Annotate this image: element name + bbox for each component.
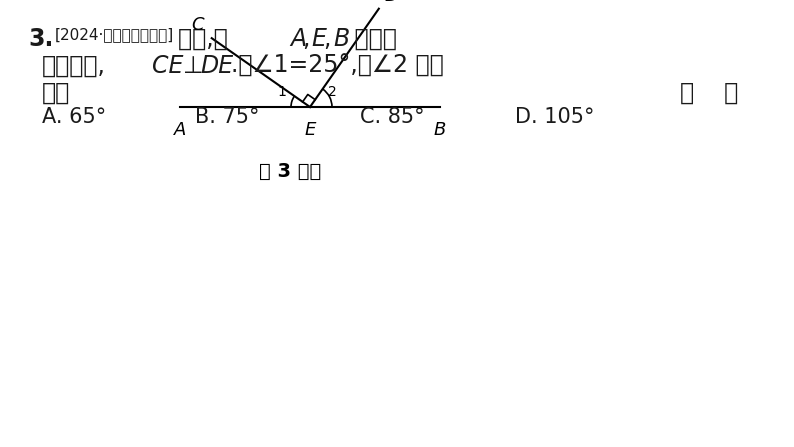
Text: A: A [290,27,306,51]
Text: ,: , [302,27,310,51]
Text: .若∠1=25°,则∠2 的度: .若∠1=25°,则∠2 的度 [231,54,444,78]
Text: B: B [434,121,446,139]
Text: D. 105°: D. 105° [515,107,595,127]
Text: C. 85°: C. 85° [360,107,425,127]
Text: DE: DE [200,54,233,78]
Text: CE: CE [152,54,183,78]
Text: ,: , [323,27,330,51]
Text: D: D [385,0,399,5]
Text: 如图,点: 如图,点 [178,27,235,51]
Text: （    ）: （ ） [680,81,738,105]
Text: ⊥: ⊥ [183,54,203,78]
Text: B. 75°: B. 75° [195,107,260,127]
Text: 数是: 数是 [42,81,70,105]
Text: 在同一: 在同一 [347,27,397,51]
Text: E: E [311,27,326,51]
Text: A. 65°: A. 65° [42,107,106,127]
Text: 条直线上,: 条直线上, [42,54,106,78]
Text: 2: 2 [328,85,337,99]
Text: A: A [174,121,186,139]
Text: B: B [333,27,349,51]
Text: 1: 1 [278,85,287,99]
Text: [2024·绥化明水县期末]: [2024·绥化明水县期末] [55,27,174,42]
Text: E: E [304,121,316,139]
Text: C: C [191,16,204,34]
Text: 3.: 3. [28,27,53,51]
Text: 第 3 题图: 第 3 题图 [259,162,321,181]
